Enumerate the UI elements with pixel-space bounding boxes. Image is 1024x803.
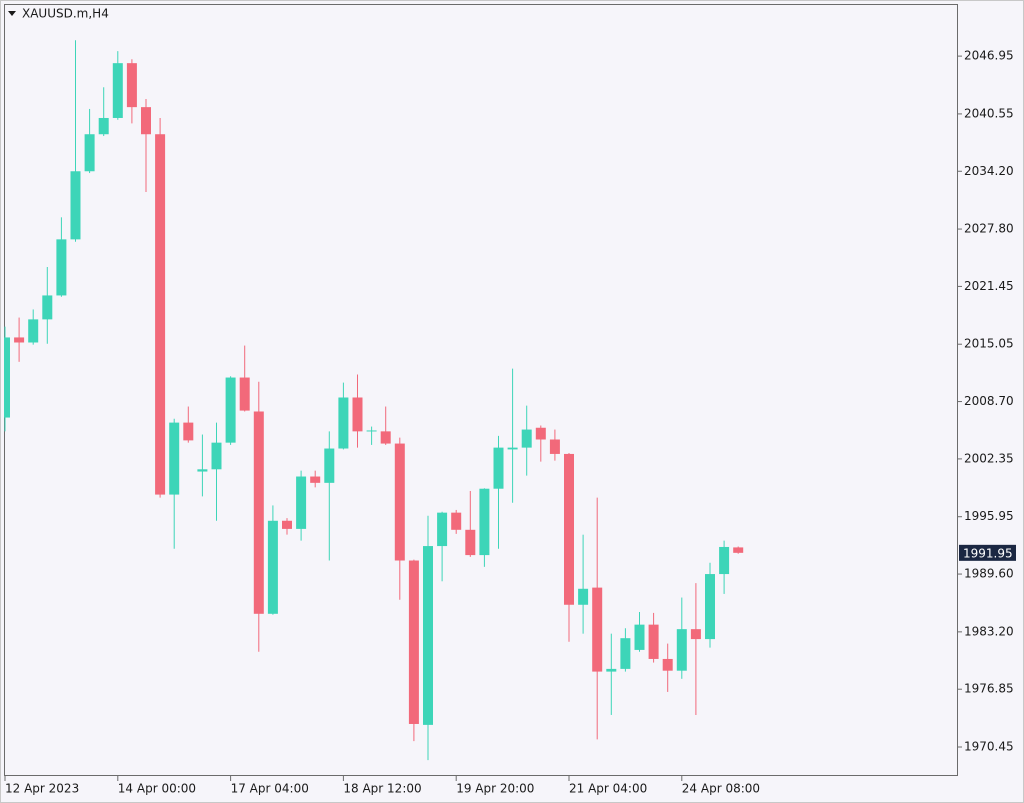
candle-body <box>521 429 532 448</box>
candle-body <box>197 469 208 472</box>
x-tick-label: 18 Apr 12:00 <box>343 782 421 796</box>
candle-body <box>282 520 292 529</box>
candle-body <box>70 171 81 240</box>
candle-body <box>112 63 123 118</box>
chart-title: XAUUSD.m,H4 <box>22 7 109 21</box>
y-tick-label: 1983.20 <box>964 624 1014 638</box>
candle-body <box>296 476 307 529</box>
candle-body <box>98 117 109 135</box>
last-price-label: 1991.95 <box>963 546 1013 560</box>
candle-body <box>28 319 39 343</box>
candle-body <box>352 397 363 432</box>
candle-body <box>634 624 645 650</box>
candle-body <box>126 63 137 108</box>
candle-body <box>451 512 462 530</box>
candle-body <box>380 431 391 444</box>
candle-body <box>56 239 67 296</box>
candle-body <box>14 337 25 343</box>
candle-body <box>394 443 405 561</box>
candle-body <box>676 629 687 671</box>
candle-body <box>310 476 321 483</box>
y-tick-label: 2034.20 <box>964 164 1014 178</box>
candle-body <box>267 520 278 614</box>
candle-body <box>535 427 546 440</box>
candle-body <box>662 658 673 671</box>
x-tick-label: 12 Apr 2023 <box>5 782 79 796</box>
candle-body <box>211 442 222 470</box>
candle-body <box>465 529 476 556</box>
y-tick-label: 2046.95 <box>964 49 1014 63</box>
x-tick-label: 14 Apr 00:00 <box>118 782 196 796</box>
candle-body <box>493 447 504 489</box>
candle-body <box>479 488 490 556</box>
candle-body <box>620 638 631 669</box>
candle-body <box>690 629 701 640</box>
candle-body <box>606 668 617 672</box>
y-tick-label: 2021.45 <box>964 279 1014 293</box>
y-tick-label: 1976.85 <box>964 682 1014 696</box>
x-tick-label: 17 Apr 04:00 <box>231 782 309 796</box>
candles <box>4 40 744 761</box>
candle-body <box>4 337 10 418</box>
candle-body <box>155 134 166 495</box>
x-tick-label: 21 Apr 04:00 <box>569 782 647 796</box>
y-tick-label: 1995.95 <box>964 509 1014 523</box>
candle-body <box>225 377 236 443</box>
y-tick-label: 2027.80 <box>964 222 1014 236</box>
candle-body <box>705 574 715 640</box>
y-tick-label: 2008.70 <box>964 394 1014 408</box>
candle-body <box>719 546 730 575</box>
candle-body <box>183 422 194 441</box>
candle-body <box>84 134 95 172</box>
candle-body <box>592 587 603 672</box>
y-tick-label: 1970.45 <box>964 740 1014 754</box>
y-tick-label: 2002.35 <box>964 451 1014 465</box>
candle-body <box>564 453 574 605</box>
candle-body <box>733 547 744 553</box>
candle-body <box>507 447 518 450</box>
y-tick-label: 2015.05 <box>964 337 1014 351</box>
candle-body <box>239 377 250 411</box>
candle-body <box>578 588 589 605</box>
candle-body <box>549 439 560 454</box>
y-tick-label: 1989.60 <box>964 567 1014 581</box>
candle-body <box>423 546 433 725</box>
candle-body <box>253 411 264 614</box>
last-price-box <box>959 544 1016 561</box>
candle-body <box>324 448 335 483</box>
candle-body <box>408 560 419 724</box>
candle-body <box>169 422 180 495</box>
x-tick-label: 19 Apr 20:00 <box>456 782 534 796</box>
candle-body <box>648 624 659 659</box>
menu-icon <box>8 11 16 16</box>
x-tick-label: 24 Apr 08:00 <box>682 782 760 796</box>
candle-body <box>141 107 151 135</box>
candle-body <box>437 512 448 547</box>
candle-body <box>338 397 349 449</box>
y-tick-label: 2040.55 <box>964 106 1014 120</box>
candle-body <box>42 295 53 320</box>
candle-body <box>366 430 377 432</box>
